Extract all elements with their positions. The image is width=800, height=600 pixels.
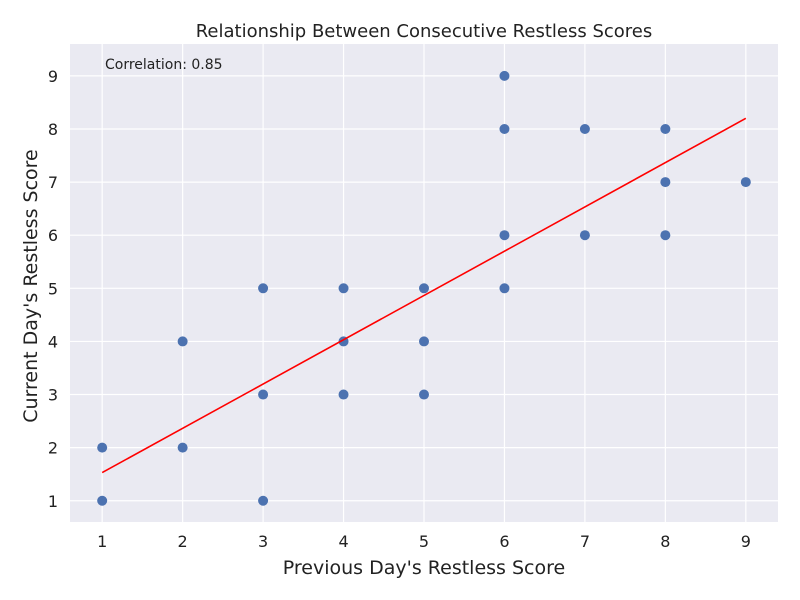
data-point	[499, 123, 510, 134]
data-point	[177, 442, 188, 453]
data-points	[97, 70, 751, 506]
data-point	[579, 123, 590, 134]
x-tick-label: 4	[338, 532, 348, 551]
x-tick-label: 8	[660, 532, 670, 551]
data-point	[499, 283, 510, 294]
y-tick-label: 1	[48, 492, 58, 511]
y-tick-label: 5	[48, 279, 58, 298]
y-axis-label: Current Day's Restless Score	[20, 149, 42, 423]
y-tick-labels: 1 2 3 4 5 6 7 8 9	[48, 67, 58, 511]
x-tick-label: 9	[741, 532, 751, 551]
data-point	[660, 230, 671, 241]
y-tick-label: 3	[48, 386, 58, 405]
x-tick-label: 6	[499, 532, 509, 551]
y-tick-label: 8	[48, 120, 58, 139]
x-tick-label: 7	[580, 532, 590, 551]
y-tick-label: 6	[48, 226, 58, 245]
x-axis-label: Previous Day's Restless Score	[283, 557, 565, 579]
data-point	[419, 336, 429, 347]
y-tick-label: 4	[48, 332, 58, 351]
data-point	[419, 389, 429, 400]
data-point	[499, 70, 510, 81]
y-tick-label: 7	[48, 173, 58, 192]
data-point	[499, 230, 510, 241]
data-point	[419, 283, 429, 294]
data-point	[258, 389, 269, 400]
data-point	[660, 123, 671, 134]
data-point	[740, 177, 751, 188]
x-tick-labels: 1 2 3 4 5 6 7 8 9	[97, 532, 751, 551]
data-point	[338, 283, 349, 294]
correlation-annotation: Correlation: 0.85	[105, 57, 223, 73]
x-tick-label: 2	[178, 532, 188, 551]
data-point	[258, 495, 269, 506]
y-tick-label: 9	[48, 67, 58, 86]
data-point	[97, 442, 108, 453]
x-tick-label: 3	[258, 532, 268, 551]
data-point	[177, 336, 188, 347]
trendline	[101, 117, 747, 474]
data-point	[97, 495, 108, 506]
chart-title: Relationship Between Consecutive Restles…	[196, 21, 653, 42]
data-point	[660, 177, 671, 188]
y-tick-label: 2	[48, 439, 58, 458]
x-tick-label: 1	[97, 532, 107, 551]
data-point	[579, 230, 590, 241]
x-tick-label: 5	[419, 532, 429, 551]
data-point	[258, 283, 269, 294]
data-point	[338, 389, 349, 400]
